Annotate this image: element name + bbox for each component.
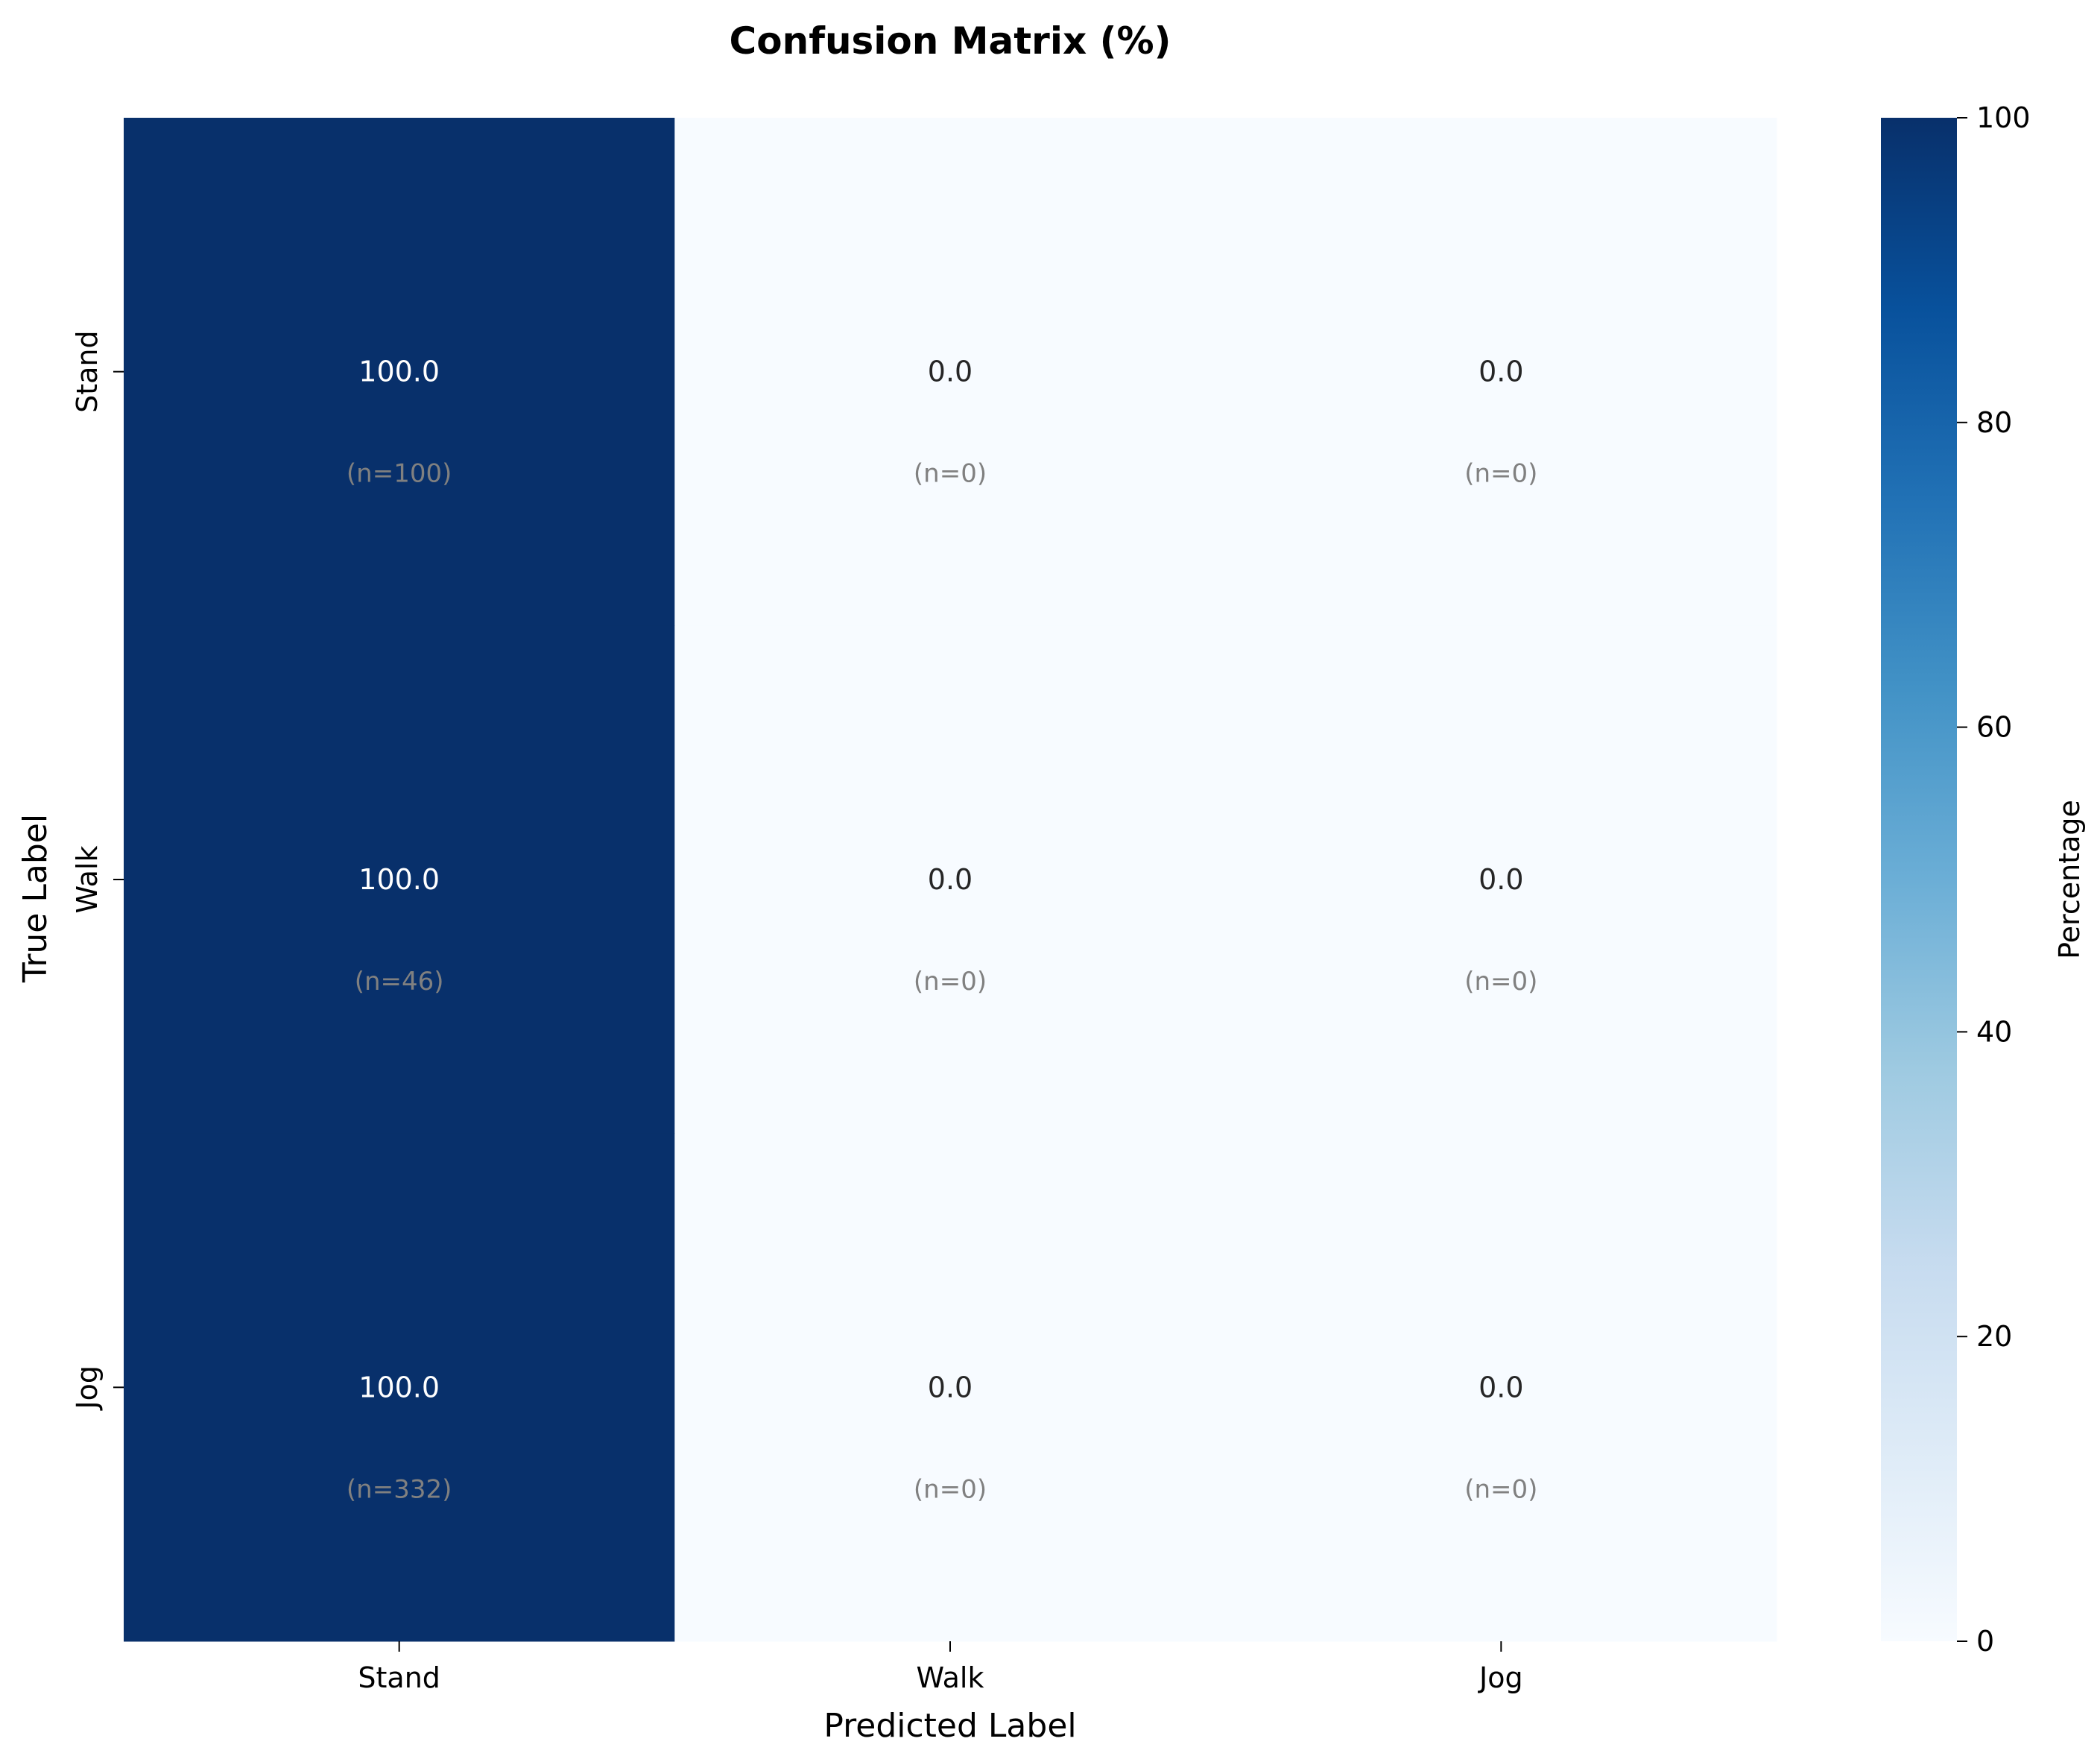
cell-count-label: (n=100) <box>347 459 452 489</box>
cell-count-label: (n=0) <box>914 967 987 997</box>
heatmap-annotations: 100.0 (n=100) 0.0 (n=0) 0.0 (n=0) 100.0 (n=46) 0… <box>347 356 1538 1505</box>
heatmap-cell-jog-jog <box>1225 1133 1777 1642</box>
x-tick-label: Jog <box>1478 1661 1523 1694</box>
colorbar-tick-label: 80 <box>1976 406 2012 439</box>
heatmap-cell-stand-walk <box>674 118 1227 626</box>
x-tick-label: Stand <box>358 1661 440 1694</box>
cell-value-label: 0.0 <box>1478 1371 1523 1403</box>
cell-count-label: (n=46) <box>355 967 444 997</box>
cell-count-label: (n=332) <box>347 1474 452 1504</box>
cell-value-label: 0.0 <box>928 863 972 896</box>
cell-count-label: (n=0) <box>1464 1474 1537 1504</box>
colorbar-label: Percentage <box>2053 800 2086 959</box>
cell-count-label: (n=0) <box>914 1474 987 1504</box>
cell-count-label: (n=0) <box>914 459 987 489</box>
cell-value-label: 100.0 <box>358 356 440 388</box>
x-axis-label: Predicted Label <box>823 1707 1076 1745</box>
cell-value-label: 0.0 <box>928 1371 972 1403</box>
y-axis-label: True Label <box>16 814 54 983</box>
heatmap-cell-jog-stand <box>124 1133 675 1642</box>
cell-count-label: (n=0) <box>1464 967 1537 997</box>
colorbar-tick-label: 100 <box>1976 101 2031 134</box>
x-tick-label: Walk <box>917 1661 984 1694</box>
colorbar <box>1881 118 1957 1641</box>
y-tick-label: Jog <box>71 1365 104 1411</box>
cell-count-label: (n=0) <box>1464 459 1537 489</box>
heatmap-cell-walk-jog <box>1225 625 1777 1134</box>
y-axis-ticks: Stand Walk Jog <box>71 330 124 1411</box>
cell-value-label: 0.0 <box>1478 863 1523 896</box>
colorbar-tick-label: 20 <box>1976 1320 2012 1353</box>
colorbar-tick-label: 60 <box>1976 711 2012 744</box>
cell-value-label: 100.0 <box>358 863 440 896</box>
cell-value-label: 0.0 <box>1478 356 1523 388</box>
colorbar-tick-label: 0 <box>1976 1625 1994 1658</box>
x-axis-ticks: Stand Walk Jog <box>358 1641 1523 1694</box>
heatmap-cell-jog-walk <box>674 1133 1227 1642</box>
colorbar-ticks: 0 20 40 60 80 100 <box>1957 101 2031 1658</box>
cell-value-label: 100.0 <box>358 1371 440 1403</box>
y-tick-label: Stand <box>71 330 104 413</box>
heatmap-cell-walk-stand <box>124 625 675 1134</box>
chart-title: Confusion Matrix (%) <box>730 19 1171 63</box>
y-tick-label: Walk <box>71 846 104 914</box>
heatmap-cell-stand-jog <box>1225 118 1777 626</box>
heatmap-cells <box>124 118 1777 1642</box>
heatmap-cell-walk-walk <box>674 625 1227 1134</box>
cell-value-label: 0.0 <box>928 356 972 388</box>
colorbar-tick-label: 40 <box>1976 1015 2012 1048</box>
heatmap-cell-stand-stand <box>124 118 675 626</box>
